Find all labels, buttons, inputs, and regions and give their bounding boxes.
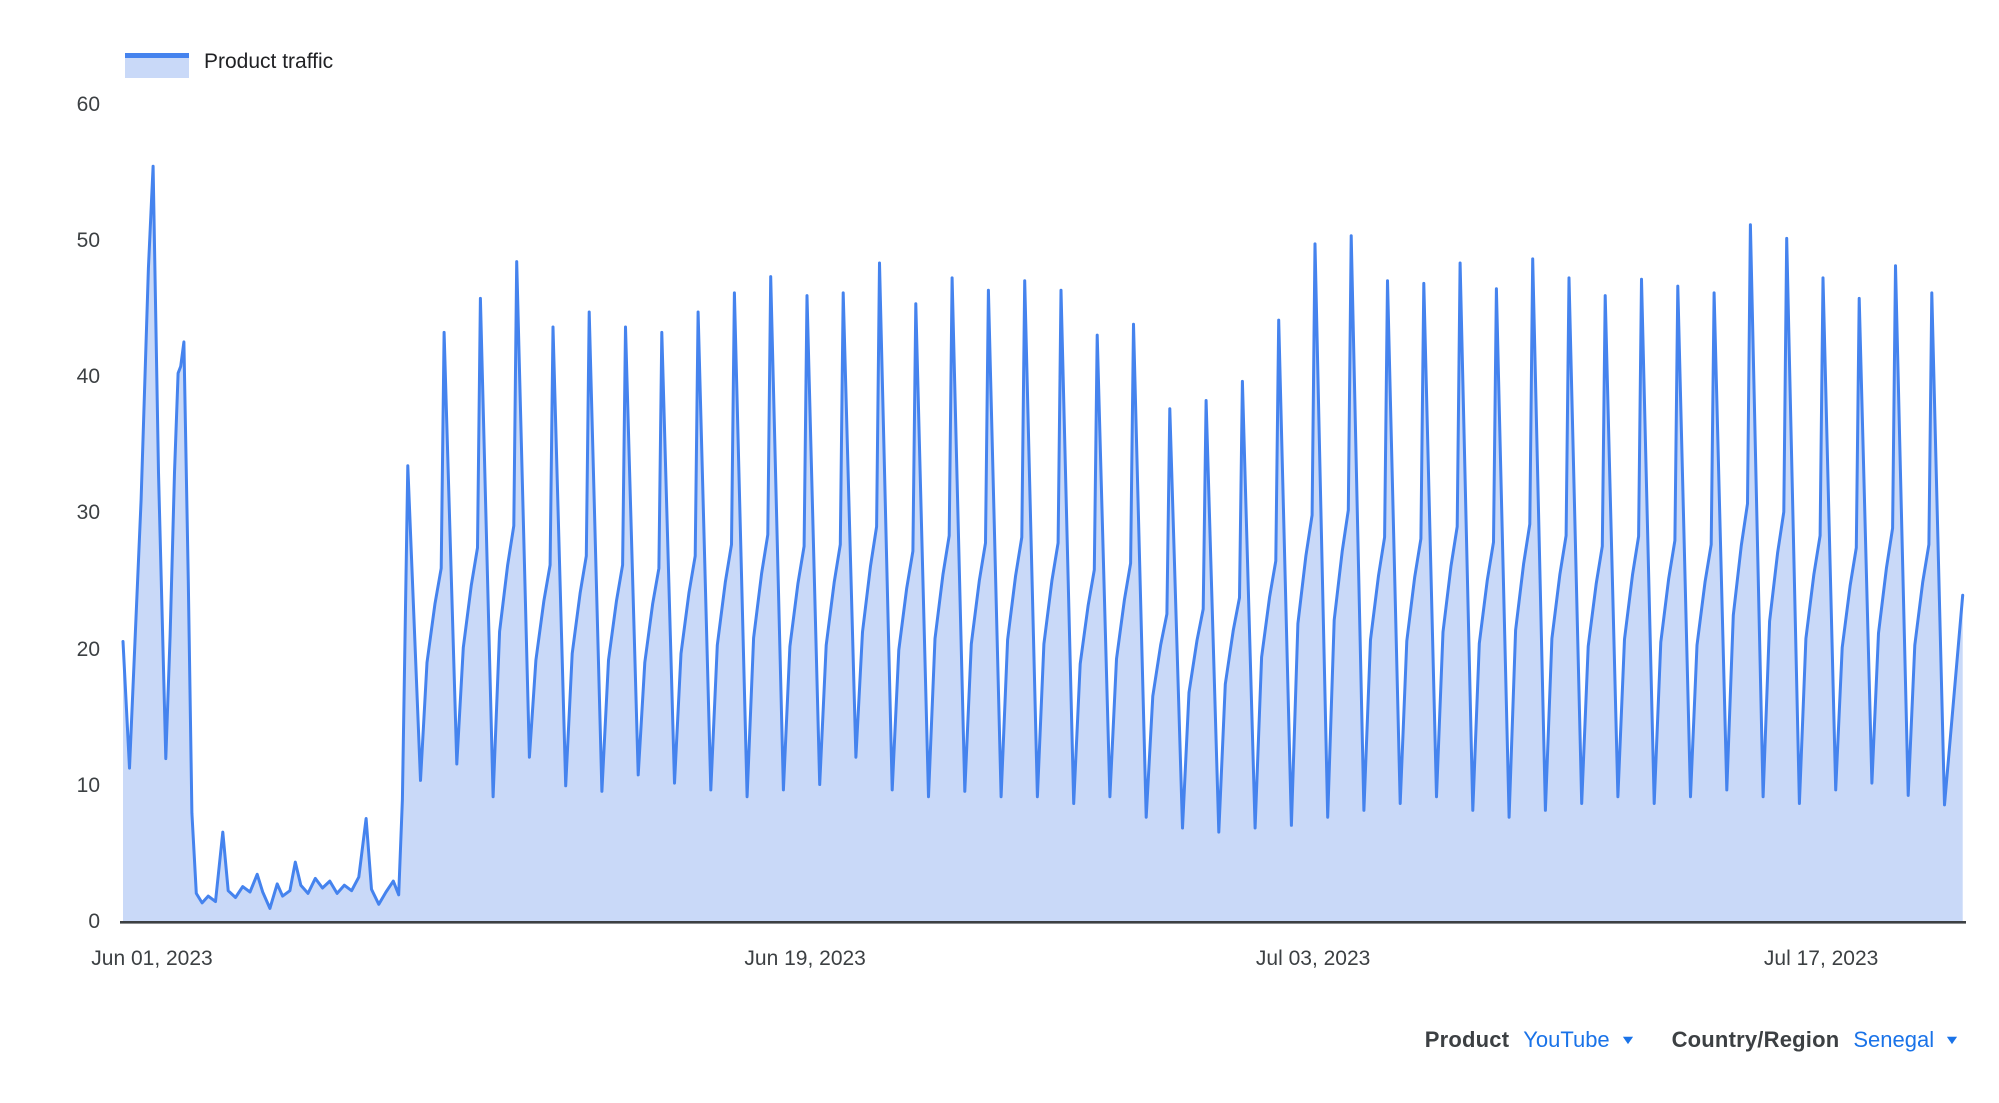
caret-down-icon: ▼ — [1943, 1032, 1961, 1048]
y-tick-label: 60 — [76, 92, 100, 116]
product-select-value: YouTube — [1523, 1027, 1610, 1052]
y-tick-label: 20 — [76, 637, 100, 661]
product-label: Product — [1424, 1027, 1510, 1052]
y-tick-label: 40 — [76, 365, 100, 389]
x-tick-label: Jun 19, 2023 — [744, 947, 866, 970]
country-region-select[interactable]: Senegal ▼ — [1853, 1027, 1961, 1053]
caret-down-icon: ▼ — [1618, 1032, 1637, 1048]
x-tick-label: Jul 03, 2023 — [1255, 947, 1371, 970]
x-tick-label: Jul 17, 2023 — [1763, 947, 1879, 970]
area-series-swatch-icon — [125, 53, 189, 78]
legend: Product traffic — [125, 49, 333, 78]
x-axis-line — [120, 921, 1966, 924]
y-tick-label: 0 — [88, 910, 100, 933]
product-select[interactable]: YouTube ▼ — [1523, 1027, 1637, 1053]
y-tick-label: 50 — [76, 229, 100, 253]
x-tick-label: Jun 01, 2023 — [91, 947, 213, 970]
y-tick-label: 30 — [76, 501, 100, 525]
country-region-select-value: Senegal — [1853, 1027, 1935, 1052]
area-fill — [123, 166, 1963, 923]
y-tick-label: 10 — [76, 773, 100, 797]
country-region-label: Country/Region — [1671, 1027, 1840, 1052]
chart-controls: Product YouTube ▼ Country/Region Senegal… — [1424, 1027, 1961, 1053]
area-line — [121, 164, 1965, 910]
legend-label: Product traffic — [204, 50, 334, 73]
